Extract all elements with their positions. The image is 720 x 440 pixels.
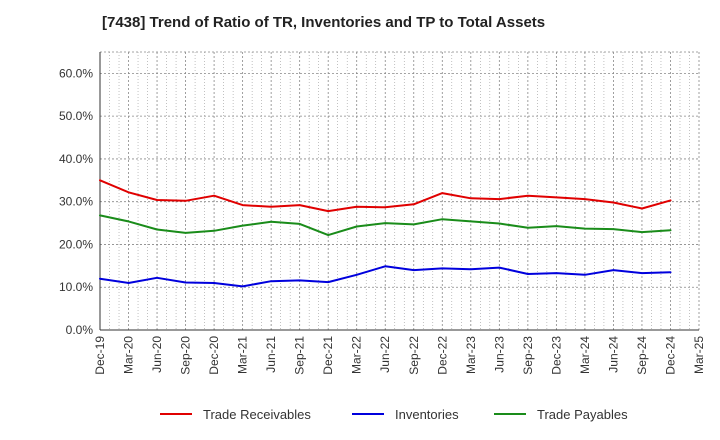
x-tick-label: Dec-20	[207, 336, 221, 375]
legend-label-0: Trade Receivables	[203, 407, 311, 422]
legend: Trade Receivables Inventories Trade Payabl…	[160, 407, 628, 422]
x-tick-label: Sep-22	[407, 336, 421, 375]
x-tick-label: Mar-23	[464, 336, 478, 374]
x-tick-label: Jun-20	[150, 336, 164, 373]
series-line-0	[99, 179, 672, 213]
y-tick-label: 30.0%	[59, 195, 93, 209]
x-tick-label: Dec-23	[549, 336, 563, 375]
series-line-2	[99, 214, 672, 237]
x-tick-label: Jun-24	[606, 336, 620, 373]
x-tick-label: Sep-21	[293, 336, 307, 375]
x-tick-label: Mar-22	[350, 336, 364, 374]
x-tick-label: Jun-22	[378, 336, 392, 373]
plot-background	[100, 52, 699, 330]
legend-label-2: Trade Payables	[537, 407, 628, 422]
x-tick-label: Sep-23	[521, 336, 535, 375]
x-tick-label: Jun-21	[264, 336, 278, 373]
x-tick-label: Mar-20	[122, 336, 136, 374]
y-tick-label: 20.0%	[59, 237, 93, 251]
y-tick-label: 50.0%	[59, 109, 93, 123]
y-tick-label: 60.0%	[59, 66, 93, 80]
grid-lines	[99, 51, 700, 330]
x-tick-label: Dec-19	[93, 336, 107, 375]
x-tick-label: Dec-22	[435, 336, 449, 375]
x-tick-label: Mar-21	[236, 336, 250, 374]
x-tick-label: Mar-25	[692, 336, 706, 374]
x-tick-label: Mar-24	[578, 336, 592, 374]
x-tick-label: Dec-24	[663, 336, 677, 375]
x-tick-label: Sep-20	[179, 336, 193, 375]
x-tick-label: Jun-23	[492, 336, 506, 373]
series-line-1	[99, 265, 672, 288]
y-tick-label: 0.0%	[66, 323, 94, 337]
legend-label-1: Inventories	[395, 407, 459, 422]
y-tick-label: 10.0%	[59, 280, 93, 294]
chart-title: [7438] Trend of Ratio of TR, Inventories…	[102, 14, 546, 31]
series-lines	[99, 179, 672, 288]
x-tick-label: Dec-21	[321, 336, 335, 375]
axes: 0.0% 10.0% 20.0% 30.0% 40.0% 50.0% 60.0% Dec-19…	[59, 52, 706, 375]
x-tick-label: Sep-24	[635, 336, 649, 375]
y-tick-label: 40.0%	[59, 152, 93, 166]
